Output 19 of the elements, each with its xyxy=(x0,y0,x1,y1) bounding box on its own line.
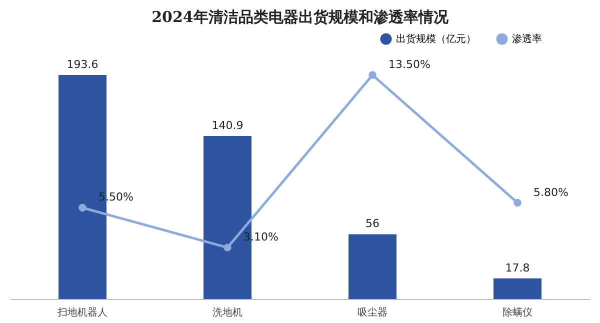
bar xyxy=(494,278,542,299)
legend-label: 渗透率 xyxy=(512,33,542,45)
data-label: 193.6 xyxy=(66,58,98,71)
data-label: 56 xyxy=(366,217,380,230)
x-tick-label: 吸尘器 xyxy=(358,306,388,318)
bar xyxy=(348,234,396,299)
x-tick-label: 除螨仪 xyxy=(502,306,532,318)
x-tick-label: 洗地机 xyxy=(212,306,242,318)
legend-label: 出货规模（亿元） xyxy=(396,33,476,45)
point xyxy=(514,198,522,207)
point xyxy=(78,204,86,212)
data-label: 13.50% xyxy=(388,58,430,71)
data-label: 17.8 xyxy=(505,261,530,274)
point xyxy=(224,244,232,252)
point xyxy=(368,71,376,79)
chart-title: 2024年清洁品类电器出货规模和渗透率情况 xyxy=(152,8,450,26)
data-label: 5.80% xyxy=(534,186,568,199)
data-label: 140.9 xyxy=(212,118,244,132)
x-tick-label: 扫地机器人 xyxy=(56,306,108,318)
